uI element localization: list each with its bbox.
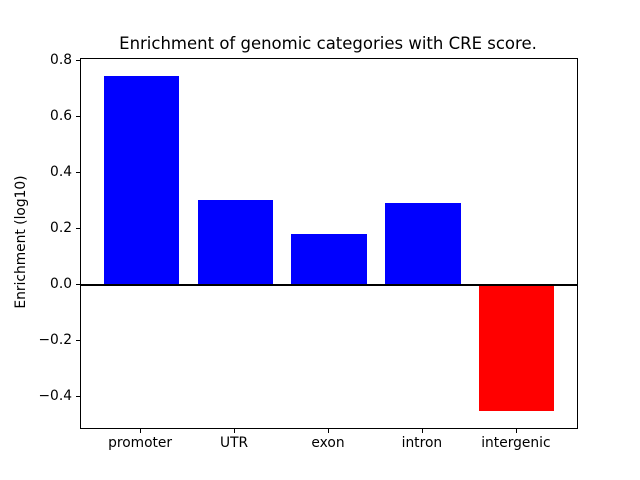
y-tick-label: 0.0 [50, 275, 72, 292]
plot-area [80, 58, 578, 429]
y-tick-label: −0.4 [38, 387, 72, 404]
bar-UTR [197, 200, 273, 286]
y-tick-mark [76, 396, 80, 398]
chart-title: Enrichment of genomic categories with CR… [119, 34, 537, 53]
x-tick-mark [234, 429, 236, 433]
bar-intergenic [479, 285, 555, 412]
x-tick-label-UTR: UTR [220, 435, 249, 451]
bar-exon [291, 234, 367, 286]
x-tick-mark [140, 429, 142, 433]
x-tick-label-exon: exon [311, 435, 345, 451]
x-tick-mark [515, 429, 517, 433]
x-tick-label-intron: intron [401, 435, 443, 451]
y-tick-label: 0.4 [50, 163, 72, 180]
y-tick-mark [76, 60, 80, 61]
x-tick-label-intergenic: intergenic [481, 435, 551, 451]
y-tick-label: 0.2 [50, 219, 72, 236]
y-tick-mark [76, 340, 80, 342]
x-tick-label-promoter: promoter [108, 435, 173, 451]
x-tick-mark [328, 429, 329, 433]
y-tick-mark [76, 116, 80, 117]
zero-line [81, 284, 577, 287]
bar-intron [385, 202, 461, 286]
y-tick-mark [76, 172, 80, 174]
y-tick-mark [76, 228, 80, 230]
y-tick-label: −0.2 [38, 331, 72, 348]
y-tick-label: 0.6 [50, 107, 72, 124]
x-tick-mark [421, 429, 423, 433]
bar-promoter [103, 76, 179, 286]
y-tick-mark [76, 284, 80, 286]
y-tick-label: 0.8 [50, 51, 72, 68]
